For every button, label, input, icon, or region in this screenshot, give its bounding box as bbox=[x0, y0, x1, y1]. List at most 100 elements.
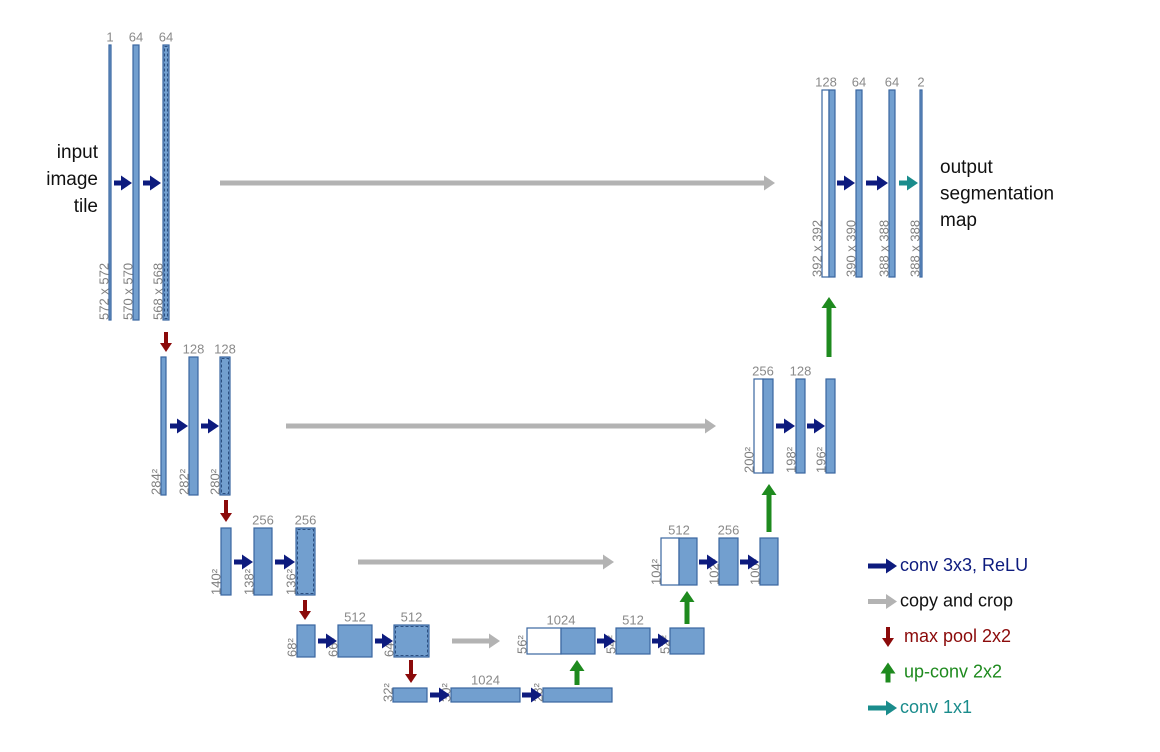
cropped-region bbox=[164, 46, 168, 319]
size-label: 196² bbox=[813, 446, 828, 473]
size-label: 392 x 392 bbox=[809, 220, 824, 277]
legend-arrow-head bbox=[886, 700, 897, 716]
conv-arrow-head bbox=[814, 418, 825, 434]
legend-label: copy and crop bbox=[900, 590, 1013, 610]
input-label: image bbox=[46, 169, 98, 190]
channel-label: 64 bbox=[129, 29, 143, 44]
upconv-arrow-head bbox=[761, 484, 777, 495]
copy-arrow-head bbox=[489, 633, 500, 649]
feature-map bbox=[669, 627, 705, 655]
size-label: 568 x 568 bbox=[150, 263, 165, 320]
legend-label: up-conv 2x2 bbox=[904, 661, 1002, 681]
feature-map bbox=[542, 687, 613, 703]
channel-label: 256 bbox=[295, 512, 317, 527]
size-label: 140² bbox=[208, 568, 223, 595]
channel-label: 1024 bbox=[471, 672, 500, 687]
channel-label: 512 bbox=[668, 522, 690, 537]
feature-map bbox=[560, 627, 596, 655]
conv-arrow-head bbox=[208, 418, 219, 434]
conv-arrow-head bbox=[658, 633, 669, 649]
size-label: 570 x 570 bbox=[120, 263, 135, 320]
feature-map bbox=[162, 44, 170, 321]
size-label: 56² bbox=[514, 635, 529, 654]
output-label: output bbox=[940, 157, 994, 178]
feature-map bbox=[108, 44, 112, 321]
size-label: 572 x 572 bbox=[96, 263, 111, 320]
size-label: 390 x 390 bbox=[843, 220, 858, 277]
channel-label: 512 bbox=[622, 612, 644, 627]
channel-label: 128 bbox=[214, 341, 236, 356]
feature-map bbox=[678, 537, 698, 586]
feature-map bbox=[919, 89, 923, 278]
channel-label: 64 bbox=[852, 74, 866, 89]
feature-map bbox=[855, 89, 863, 278]
size-label: 200² bbox=[741, 446, 756, 473]
channel-label: 256 bbox=[718, 522, 740, 537]
channel-label: 512 bbox=[344, 609, 366, 624]
size-label: 388 x 388 bbox=[907, 220, 922, 277]
size-label: 284² bbox=[148, 468, 163, 495]
input-label: input bbox=[57, 142, 99, 163]
channel-label: 512 bbox=[401, 609, 423, 624]
feature-map bbox=[392, 687, 428, 703]
feature-map bbox=[295, 527, 316, 596]
conv-arrow-head bbox=[177, 418, 188, 434]
feature-map bbox=[450, 687, 521, 703]
feature-map bbox=[615, 627, 651, 655]
feature-map-copy bbox=[526, 627, 562, 655]
channel-label: 256 bbox=[752, 363, 774, 378]
legend-label: conv 1x1 bbox=[900, 697, 972, 717]
size-label: 138² bbox=[241, 568, 256, 595]
feature-map bbox=[132, 44, 140, 321]
upconv-arrow-head bbox=[821, 297, 837, 308]
feature-map bbox=[160, 356, 167, 496]
channel-label: 64 bbox=[159, 29, 173, 44]
feature-map bbox=[219, 356, 231, 496]
legend-label: conv 3x3, ReLU bbox=[900, 555, 1028, 575]
conv-arrow-head bbox=[326, 633, 337, 649]
conv1x1-arrow-head bbox=[907, 175, 918, 191]
feature-map bbox=[888, 89, 896, 278]
conv-arrow-head bbox=[604, 633, 615, 649]
feature-map bbox=[220, 527, 232, 596]
channel-label: 64 bbox=[885, 74, 899, 89]
conv-arrow-head bbox=[121, 175, 132, 191]
feature-map bbox=[253, 527, 273, 596]
legend-arrow-head bbox=[886, 558, 897, 574]
feature-map-copy bbox=[660, 537, 680, 586]
size-label: 104² bbox=[648, 558, 663, 585]
size-label: 68² bbox=[284, 638, 299, 657]
conv-arrow-head bbox=[284, 554, 295, 570]
legend-label: max pool 2x2 bbox=[904, 626, 1011, 646]
legend-arrow-head bbox=[886, 594, 897, 609]
conv-arrow-head bbox=[150, 175, 161, 191]
size-label: 280² bbox=[207, 468, 222, 495]
channel-label: 1 bbox=[106, 29, 113, 44]
feature-map bbox=[759, 537, 779, 586]
pool-arrow-head bbox=[220, 513, 232, 522]
size-label: 32² bbox=[380, 683, 395, 702]
size-label: 388 x 388 bbox=[876, 220, 891, 277]
feature-map bbox=[762, 378, 774, 474]
copy-arrow-head bbox=[603, 554, 614, 570]
conv-arrow-head bbox=[844, 175, 855, 191]
conv-arrow-head bbox=[382, 633, 393, 649]
conv-arrow-head bbox=[531, 687, 542, 703]
channel-label: 128 bbox=[183, 341, 205, 356]
feature-map bbox=[337, 624, 373, 658]
pool-arrow-head bbox=[160, 343, 172, 352]
copy-arrow-head bbox=[764, 175, 775, 191]
size-label: 282² bbox=[176, 468, 191, 495]
feature-map bbox=[188, 356, 199, 496]
legend-arrow-head bbox=[882, 638, 894, 647]
cropped-region bbox=[297, 529, 314, 594]
output-label: segmentation bbox=[940, 184, 1054, 205]
size-label: 198² bbox=[783, 446, 798, 473]
feature-map bbox=[795, 378, 806, 474]
conv-arrow-head bbox=[784, 418, 795, 434]
legend-arrow-head bbox=[880, 662, 896, 674]
feature-map bbox=[825, 378, 836, 474]
feature-map bbox=[296, 624, 316, 658]
feature-map bbox=[828, 89, 836, 278]
